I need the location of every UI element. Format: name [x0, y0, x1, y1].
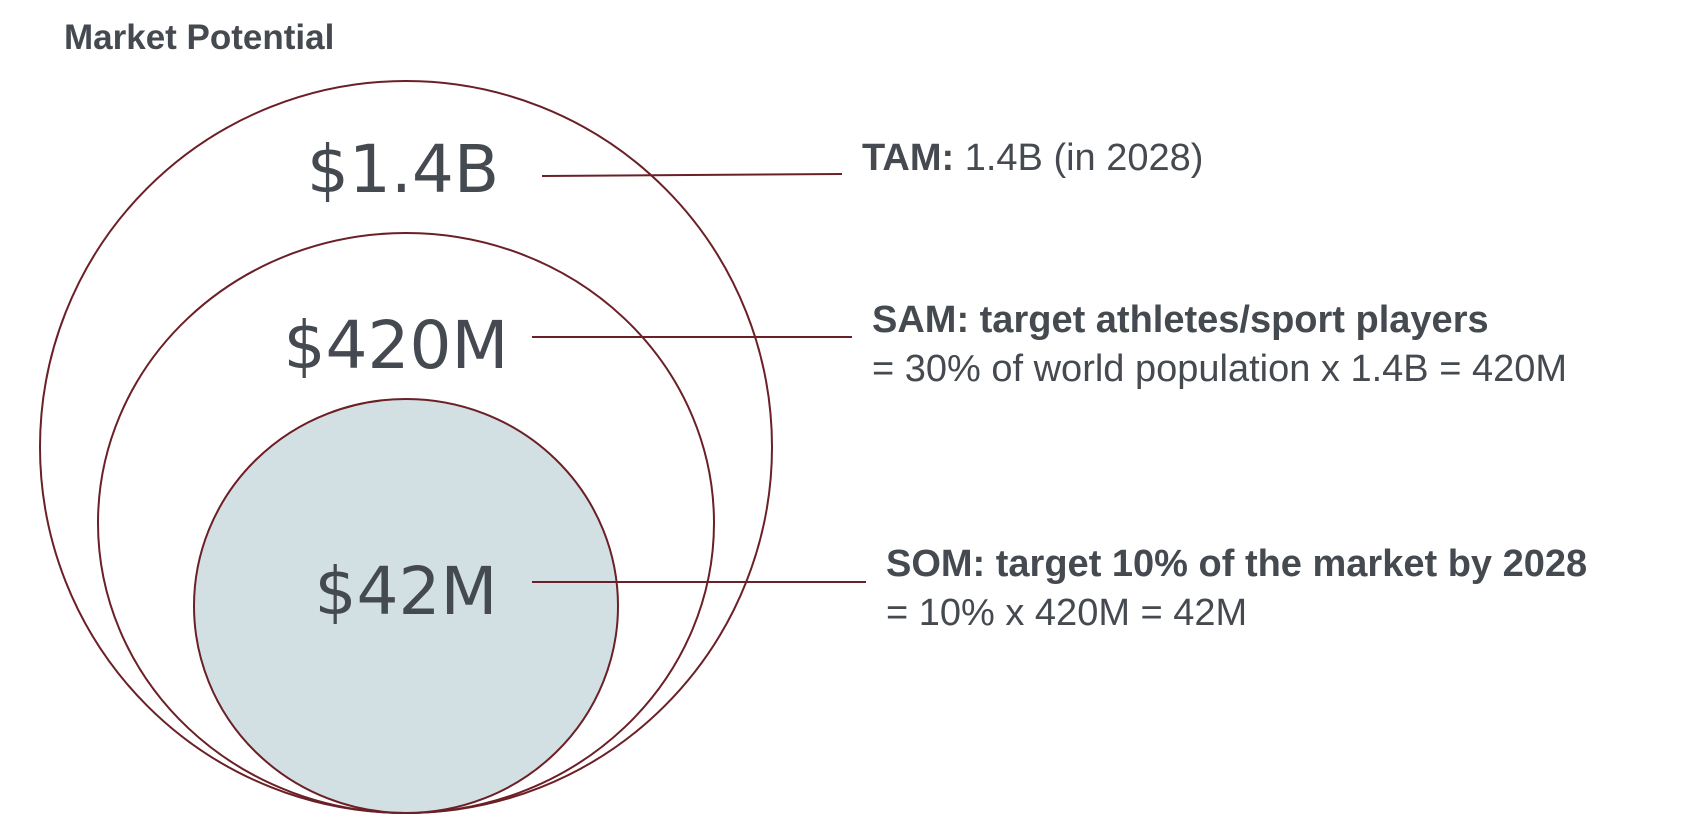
- som-value: $42M: [315, 553, 498, 630]
- tam-value: $1.4B: [307, 131, 499, 208]
- som-formula: = 10% x 420M = 42M: [886, 592, 1248, 635]
- page-title: Market Potential: [64, 18, 335, 57]
- som-heading: SOM: target 10% of the market by 2028: [886, 543, 1588, 585]
- tam-key: TAM:: [862, 137, 955, 179]
- tam-label: TAM: 1.4B (in 2028): [862, 134, 1203, 183]
- sam-heading: SAM: target athletes/sport players: [872, 299, 1489, 341]
- sam-label: SAM: target athletes/sport players = 30%…: [872, 296, 1567, 395]
- sam-value: $420M: [284, 307, 509, 384]
- tam-leader-line: [541, 173, 843, 177]
- tam-detail: 1.4B (in 2028): [954, 137, 1204, 179]
- som-circle: [193, 398, 619, 814]
- som-label: SOM: target 10% of the market by 2028 = …: [886, 540, 1587, 639]
- sam-formula: = 30% of world population x 1.4B = 420M: [872, 348, 1568, 391]
